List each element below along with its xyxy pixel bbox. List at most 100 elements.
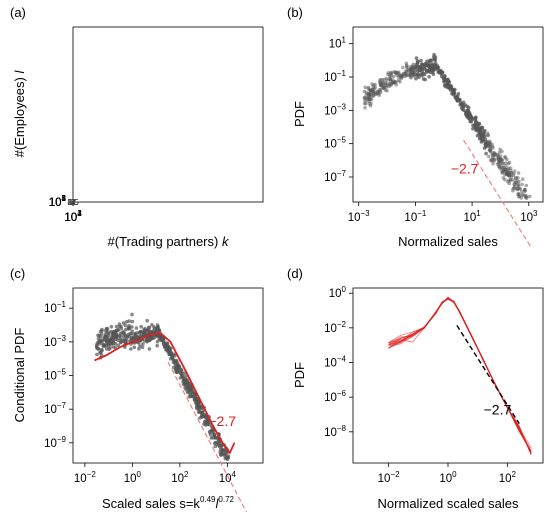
data-point [153,329,157,334]
data-point [518,186,522,191]
a-x-tick-label: 101 [64,209,82,224]
pdf-curve [388,297,532,453]
data-point [436,70,441,74]
panel-d-x-ticks: 10−2 100 102 [378,463,517,485]
data-point [395,73,400,77]
data-point [508,166,513,170]
d-x-tick-label: 102 [499,470,517,485]
data-point [95,352,99,357]
data-point [96,333,100,338]
data-point [203,414,208,418]
c-x-tick-label: 102 [171,470,189,485]
c-y-tick-label: 10−5 [44,368,66,383]
panel-d-line-plot: (d) −2.7 10−2 100 102 10−810−610−410−2100 … [287,266,544,511]
data-point [185,390,190,395]
data-point [524,194,529,198]
panel-a-letter: (a) [10,5,26,20]
panel-d-frame [352,287,544,464]
data-point [483,129,487,133]
data-point [432,55,436,59]
data-point [460,107,465,112]
d-x-tick-label: 100 [439,470,457,485]
panel-c-x-ticks: 10−2 100 102 104 [74,463,237,485]
data-point [187,395,191,399]
data-point [484,151,488,156]
data-point [486,133,491,137]
data-point [400,73,405,78]
data-point [449,84,454,88]
panel-d-curves [388,296,532,456]
panel-b-scatter-plot: (b) −2.7 10−3 10−1 101 103 10−7 10−5 10−3 10−1… [287,5,544,249]
pdf-curve [388,298,532,452]
data-point [450,88,455,92]
data-point [100,329,104,333]
data-point [125,334,129,339]
panel-a-frame [72,26,264,203]
data-point [388,82,393,86]
data-point [404,71,408,76]
data-point [186,381,191,386]
contour-label-2: 2 [71,198,76,207]
data-point [200,411,205,415]
pdf-curve [388,297,532,451]
data-point [369,101,373,106]
data-point [188,388,193,393]
panel-a-contours: 22.533.544.55.5 [67,198,79,207]
data-point [211,436,215,440]
data-point [430,70,435,75]
data-point [385,89,389,93]
data-point [516,171,521,175]
data-point [142,332,147,337]
data-point [384,85,388,90]
data-point [108,346,112,350]
data-point [155,323,160,327]
data-point [410,68,414,73]
data-point [130,325,134,329]
data-point [520,177,525,181]
c-y-tick-label: 10−7 [44,401,66,416]
data-point [213,444,218,449]
data-point [139,333,144,338]
c-y-tick-label: 10−3 [44,334,66,349]
data-point [455,95,460,100]
data-point [498,147,502,152]
data-point [220,452,225,456]
d-y-tick-label: 10−4 [324,355,346,370]
data-point [113,342,118,346]
a-x-tick-label: 102 [64,209,82,224]
data-point [105,339,109,344]
data-point [440,74,444,79]
data-point [428,58,433,63]
contour-label-4: 4 [71,198,76,207]
data-point [114,329,119,333]
panel-c-scatter-plot: (c) −2.7 10−2 100 102 104 10−910−710−510−31… [10,266,264,513]
data-point [130,312,134,317]
data-point [145,336,149,341]
data-point [200,415,204,419]
data-point [419,58,423,63]
data-point [420,62,424,67]
data-point [480,138,484,143]
data-point [130,329,134,333]
data-point [424,61,428,66]
b-y-tick-label: 10−5 [324,136,346,151]
a-y-tick-label: 103 [49,194,67,209]
data-point [132,331,137,336]
data-point [164,343,169,348]
data-point [155,343,159,348]
a-x-tick-label: 103 [64,209,82,224]
data-point [442,80,446,84]
data-point [99,332,104,336]
panel-b-x-label: Normalized sales [398,234,498,249]
panel-c-slope-label: −2.7 [208,413,236,429]
data-point [469,119,474,124]
c-y-tick-label: 10−9 [44,435,66,450]
data-point [109,324,114,329]
data-point [497,160,502,164]
panel-b-frame [352,26,544,203]
data-point [373,82,377,87]
panel-c-x-label: Scaled sales s=k0.49l0.72 [102,495,235,511]
d-y-tick-label: 10−6 [324,389,346,404]
